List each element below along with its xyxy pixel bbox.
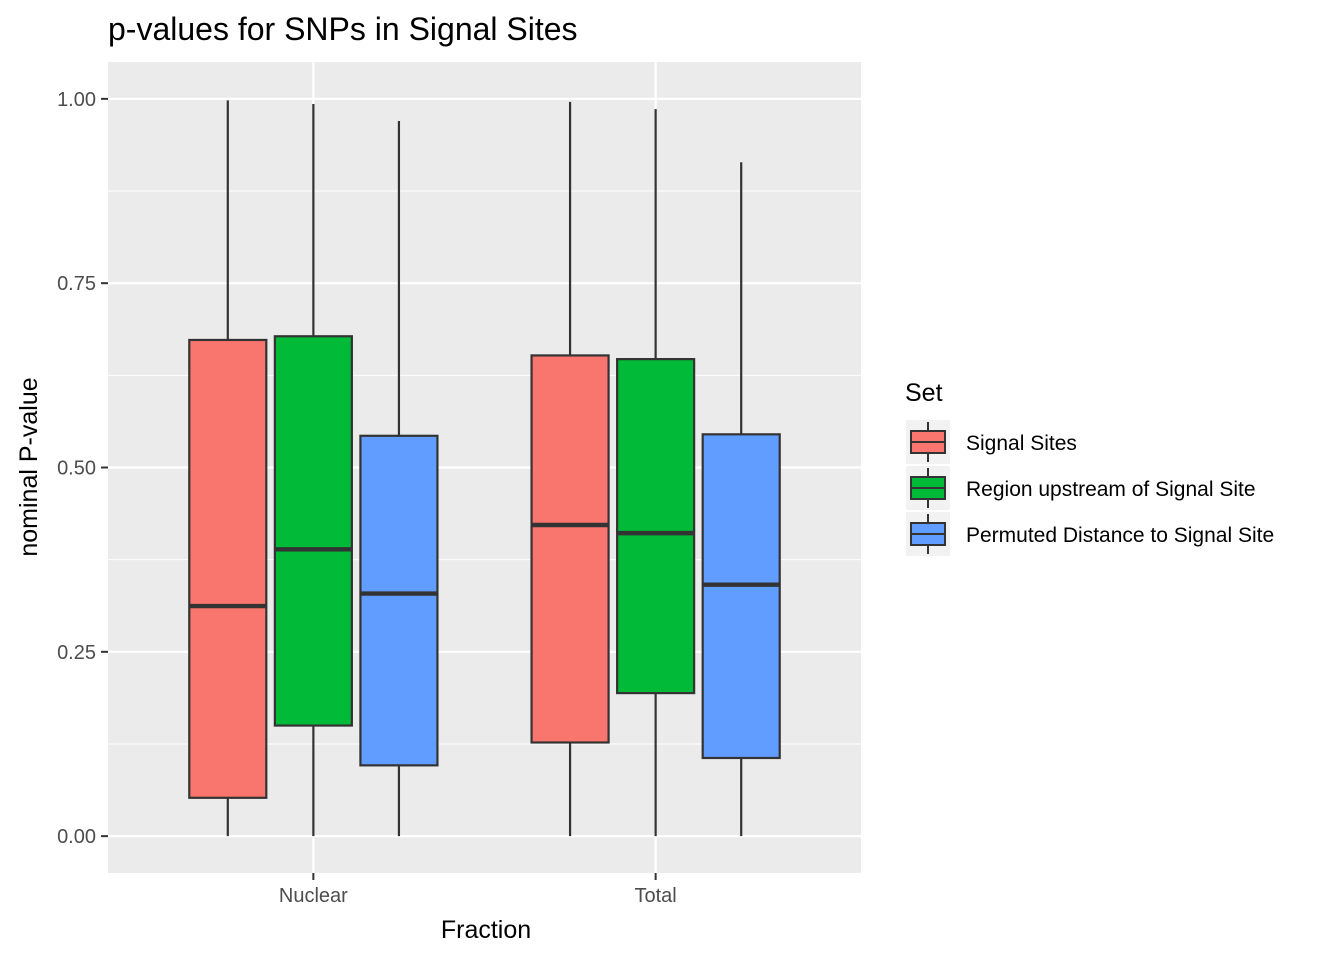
- boxes: [188, 100, 781, 837]
- legend-label: Permuted Distance to Signal Site: [966, 524, 1274, 547]
- y-tick-label: 0.25: [57, 642, 96, 664]
- box-permuted-distance-to-signal-site: [359, 120, 439, 837]
- box-iqr: [616, 358, 696, 695]
- box-signal-sites: [188, 100, 268, 837]
- legend-title: Set: [905, 379, 943, 407]
- x-axis: Nuclear Total: [279, 873, 677, 907]
- box-iqr: [530, 354, 610, 744]
- x-axis-title: Fraction: [441, 916, 531, 944]
- box-iqr: [359, 434, 439, 767]
- box-signal-sites: [530, 101, 610, 837]
- legend-item: Region upstream of Signal Site: [906, 466, 1256, 510]
- box-permuted-distance-to-signal-site: [701, 162, 781, 837]
- legend-label: Region upstream of Signal Site: [966, 478, 1256, 501]
- box-region-upstream-of-signal-site: [273, 104, 353, 837]
- y-tick-label: 0.00: [57, 826, 96, 848]
- y-axis-title: nominal P-value: [15, 377, 43, 556]
- y-tick-label: 0.75: [57, 273, 96, 295]
- box-iqr: [188, 338, 268, 799]
- chart-title: p-values for SNPs in Signal Sites: [108, 11, 578, 47]
- legend-label: Signal Sites: [966, 432, 1077, 455]
- y-tick-label: 0.50: [57, 458, 96, 480]
- legend-item: Signal Sites: [906, 420, 1077, 464]
- x-tick-label: Total: [635, 885, 677, 907]
- box-iqr: [273, 335, 353, 727]
- x-tick-label: Nuclear: [279, 885, 348, 907]
- box-region-upstream-of-signal-site: [616, 109, 696, 837]
- legend-item: Permuted Distance to Signal Site: [906, 512, 1274, 556]
- box-iqr: [701, 433, 781, 760]
- legend: Set Signal Sites Region upstream of Signa…: [905, 379, 1274, 556]
- y-tick-label: 1.00: [57, 89, 96, 111]
- y-axis: 0.00 0.25 0.50 0.75 1.00: [57, 89, 108, 848]
